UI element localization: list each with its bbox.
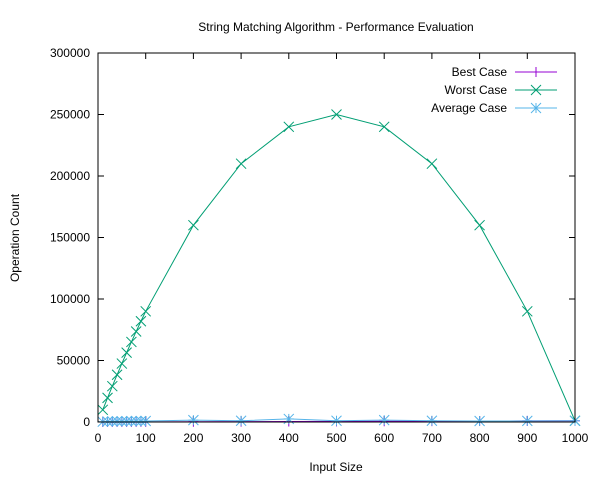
worst-case-point (378, 121, 390, 133)
legend: Best Case Worst Case Average Case (431, 65, 557, 115)
average-case-point (331, 415, 342, 427)
average-case-point (140, 415, 152, 427)
x-tick-label: 0 (95, 431, 102, 445)
worst-case-marker-stroke (102, 392, 113, 404)
x-tick-label: 700 (422, 431, 442, 445)
series-layer (97, 109, 581, 428)
worst-case-marker-stroke (426, 158, 438, 170)
y-tick-label: 150000 (50, 231, 90, 245)
worst-case-marker-stroke (97, 404, 109, 416)
worst-case-point (111, 369, 123, 381)
worst-case-marker-stroke (126, 336, 137, 348)
worst-case-marker-stroke (188, 219, 199, 231)
x-tick-label: 200 (183, 431, 203, 445)
plot-frame (97, 52, 576, 423)
legend-swatch-marker (531, 67, 541, 77)
average-case-point (235, 415, 247, 427)
average-case-point (426, 415, 438, 427)
legend-marker-stroke (530, 84, 542, 96)
x-tick-label: 100 (136, 431, 156, 445)
y-tick-label: 100000 (50, 292, 90, 306)
average-case-marker-stroke (378, 414, 390, 426)
y-tick-label: 50000 (57, 354, 91, 368)
x-tick-label: 300 (231, 431, 251, 445)
legend-swatch-marker (530, 84, 542, 96)
worst-case-marker-stroke (378, 121, 390, 133)
worst-case-series (97, 109, 581, 427)
average-case-series (97, 413, 581, 428)
worst-case-point (116, 358, 128, 369)
x-tick-label: 1000 (562, 431, 589, 445)
average-case-marker-stroke (331, 415, 342, 427)
average-case-point (378, 414, 390, 426)
average-case-marker-stroke (235, 415, 247, 427)
average-case-marker-stroke (521, 415, 533, 427)
y-axis-label: Operation Count (8, 193, 22, 282)
average-case-marker-stroke (474, 415, 485, 427)
average-case-point (474, 415, 485, 427)
x-axis-label: Input Size (309, 460, 363, 474)
worst-case-point (130, 326, 142, 337)
worst-case-line (102, 113, 576, 421)
legend-label: Worst Case (445, 83, 508, 97)
worst-case-marker-stroke (235, 158, 247, 170)
worst-case-point (106, 380, 118, 392)
worst-case-marker-stroke (474, 219, 485, 231)
worst-case-marker-stroke (140, 305, 152, 317)
average-case-marker-stroke (188, 414, 199, 426)
worst-case-point (97, 404, 109, 416)
worst-case-marker-stroke (130, 326, 142, 337)
y-tick-label: 250000 (50, 108, 90, 122)
worst-case-marker-stroke (283, 121, 295, 133)
average-case-point (188, 414, 199, 426)
legend-label: Average Case (431, 101, 507, 115)
worst-case-point (426, 158, 438, 170)
average-case-marker-stroke (140, 415, 152, 427)
worst-case-marker-stroke (331, 109, 342, 120)
worst-case-point (135, 315, 147, 327)
x-tick-label: 500 (326, 431, 346, 445)
worst-case-marker-stroke (106, 380, 118, 392)
worst-case-point (188, 219, 199, 231)
legend-item-worst-case: Worst Case (445, 83, 557, 97)
average-case-point (521, 415, 533, 427)
worst-case-marker-stroke (135, 315, 147, 327)
y-tick-label: 200000 (50, 169, 90, 183)
legend-item-average-case: Average Case (431, 101, 557, 115)
x-tick-label: 800 (470, 431, 490, 445)
worst-case-marker-stroke (121, 347, 132, 358)
legend-label: Best Case (452, 65, 508, 79)
chart-title: String Matching Algorithm - Performance … (198, 20, 473, 34)
worst-case-point (331, 109, 342, 120)
worst-case-point (121, 347, 132, 358)
y-tick-label: 300000 (50, 46, 90, 60)
legend-swatch-marker (530, 102, 542, 114)
worst-case-point (140, 305, 152, 317)
y-tick-label: 0 (83, 415, 90, 429)
average-case-marker-stroke (426, 415, 438, 427)
worst-case-point (474, 219, 485, 231)
x-tick-label: 400 (279, 431, 299, 445)
worst-case-point (283, 121, 295, 133)
worst-case-point (235, 158, 247, 170)
legend-marker-stroke (530, 102, 542, 114)
worst-case-point (102, 392, 113, 404)
legend-item-best-case: Best Case (452, 65, 557, 79)
axis-ticks: 0 100 200 300 400 500 600 700 800 900 1000 0 50000 10… (50, 46, 589, 445)
worst-case-point (521, 305, 533, 317)
worst-case-marker-stroke (116, 358, 128, 369)
worst-case-marker-stroke (111, 369, 123, 381)
x-tick-label: 600 (374, 431, 394, 445)
worst-case-marker-stroke (521, 305, 533, 317)
worst-case-point (126, 336, 137, 348)
x-tick-label: 900 (517, 431, 537, 445)
